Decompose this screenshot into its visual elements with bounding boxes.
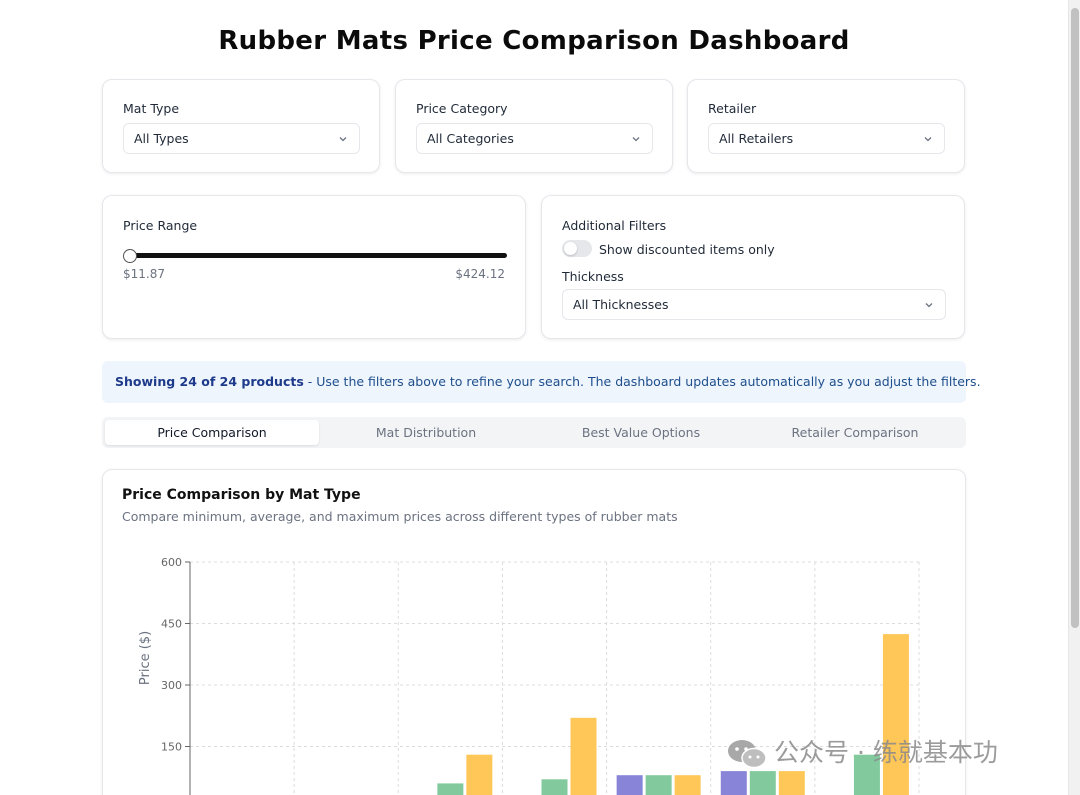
price-range-min-handle[interactable] bbox=[123, 249, 137, 263]
results-info-banner: Showing 24 of 24 products - Use the filt… bbox=[102, 361, 981, 403]
mat-type-select[interactable]: All Types bbox=[123, 123, 360, 154]
price-range-max-value: $424.12 bbox=[455, 267, 505, 281]
bar-min-4 bbox=[616, 775, 643, 795]
tab-price-comparison[interactable]: Price Comparison bbox=[105, 420, 319, 445]
bar-max-3 bbox=[570, 717, 597, 795]
bar-avg-2 bbox=[437, 783, 464, 795]
retailer-select[interactable]: All Retailers bbox=[708, 123, 945, 154]
bar-max-2 bbox=[466, 754, 493, 795]
price-range-min-value: $11.87 bbox=[123, 267, 165, 281]
watermark: 公众号 · 练就基本功 bbox=[726, 733, 998, 769]
y-axis-label: Price ($) bbox=[138, 631, 153, 685]
y-tick-label: 300 bbox=[161, 679, 182, 692]
thickness-value: All Thicknesses bbox=[573, 297, 669, 312]
price-category-select[interactable]: All Categories bbox=[416, 123, 653, 154]
price-range-card: Price Range $11.87 $424.12 bbox=[102, 195, 526, 339]
chat-bubble-icon bbox=[728, 740, 767, 769]
chevron-down-icon bbox=[632, 137, 640, 142]
additional-filters-card: Additional Filters Show discounted items… bbox=[541, 195, 965, 339]
mat-type-label: Mat Type bbox=[123, 101, 180, 116]
results-hint: - Use the filters above to refine your s… bbox=[303, 374, 981, 389]
y-tick-label: 150 bbox=[161, 741, 182, 754]
chart-title: Price Comparison by Mat Type bbox=[122, 487, 361, 503]
tab-best-value-options[interactable]: Best Value Options bbox=[581, 425, 701, 440]
bar-max-4 bbox=[674, 775, 701, 795]
results-count: Showing 24 of 24 products bbox=[115, 374, 304, 389]
chart-subtitle: Compare minimum, average, and maximum pr… bbox=[122, 509, 678, 524]
price-category-label: Price Category bbox=[416, 101, 508, 116]
bar-max-6 bbox=[882, 634, 909, 795]
price-category-value: All Categories bbox=[427, 131, 514, 146]
mat-type-value: All Types bbox=[134, 131, 189, 146]
chevron-down-icon bbox=[924, 137, 932, 142]
tab-mat-distribution[interactable]: Mat Distribution bbox=[375, 425, 477, 440]
bar-avg-3 bbox=[541, 779, 568, 795]
y-tick-label: 450 bbox=[161, 618, 182, 631]
chevron-down-icon bbox=[339, 137, 347, 142]
price-category-card: Price Category All Categories bbox=[395, 79, 673, 173]
bar-min-5 bbox=[720, 771, 747, 795]
bar-avg-6 bbox=[853, 754, 880, 795]
scrollbar-thumb[interactable] bbox=[1071, 8, 1079, 628]
price-comparison-chart: 150 300 450 600 Price ($) bbox=[138, 556, 920, 795]
retailer-card: Retailer All Retailers bbox=[687, 79, 965, 173]
chart-card bbox=[102, 469, 966, 795]
price-range-track[interactable] bbox=[125, 253, 507, 258]
watermark-text: 公众号 · 练就基本功 bbox=[774, 738, 998, 767]
thickness-label: Thickness bbox=[562, 269, 624, 284]
page-title: Rubber Mats Price Comparison Dashboard bbox=[218, 26, 850, 56]
bar-max-5 bbox=[778, 771, 805, 795]
retailer-label: Retailer bbox=[708, 101, 757, 116]
mat-type-card: Mat Type All Types bbox=[102, 79, 380, 173]
page-scrollbar[interactable] bbox=[1068, 0, 1080, 795]
additional-filters-label: Additional Filters bbox=[562, 218, 667, 233]
tab-retailer-comparison[interactable]: Retailer Comparison bbox=[791, 425, 919, 440]
discount-toggle-label: Show discounted items only bbox=[599, 242, 775, 257]
bar-avg-5 bbox=[749, 771, 776, 795]
retailer-value: All Retailers bbox=[719, 131, 794, 146]
toggle-knob bbox=[564, 242, 577, 255]
price-range-label: Price Range bbox=[123, 218, 198, 233]
discount-toggle[interactable] bbox=[562, 240, 592, 257]
view-tabs: Price Comparison Mat Distribution Best V… bbox=[102, 417, 966, 448]
chevron-down-icon bbox=[925, 303, 933, 308]
y-tick-label: 600 bbox=[161, 556, 182, 569]
bar-avg-4 bbox=[645, 775, 672, 795]
thickness-select[interactable]: All Thicknesses bbox=[562, 289, 946, 320]
